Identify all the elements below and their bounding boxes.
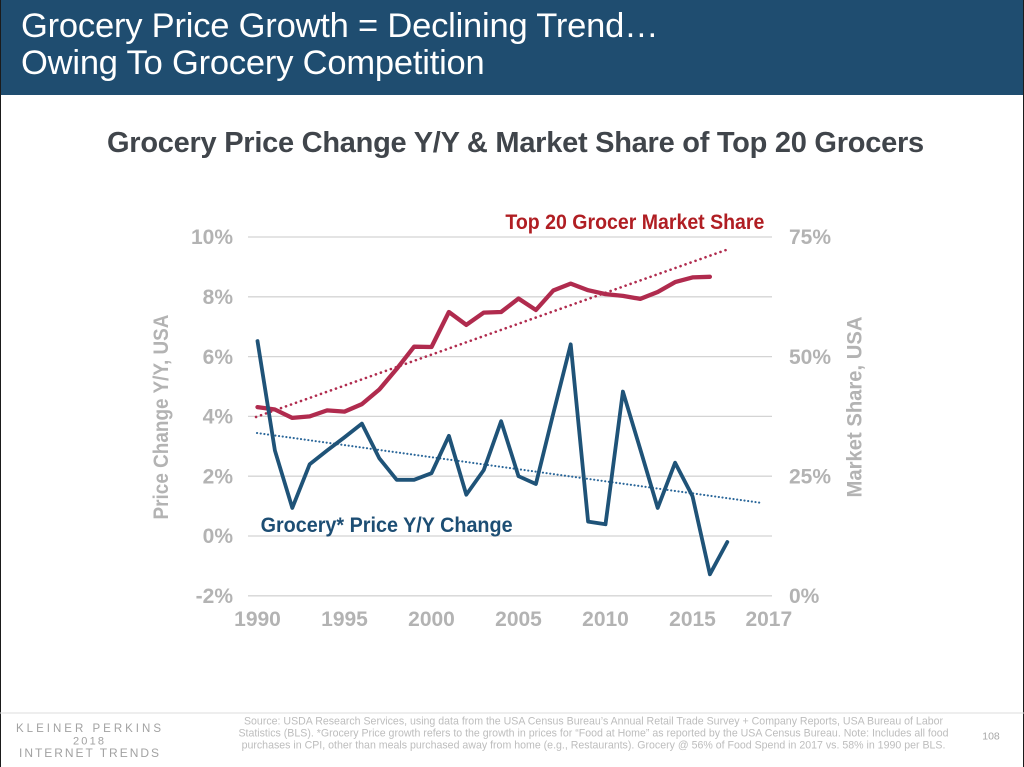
svg-text:0%: 0% (789, 585, 820, 608)
svg-text:Top 20 Grocer Market Share: Top 20 Grocer Market Share (505, 211, 764, 234)
svg-text:8%: 8% (203, 286, 234, 309)
svg-text:2005: 2005 (495, 608, 542, 631)
svg-text:KLEINER PERKINS: KLEINER PERKINS (16, 723, 161, 735)
svg-text:Statistics (BLS). *Grocery Pr: Statistics (BLS). *Grocery Price growth … (238, 728, 948, 740)
svg-text:75%: 75% (789, 226, 831, 249)
svg-text:purchases in CPI, other than m: purchases in CPI, other than meals purch… (242, 740, 946, 752)
svg-text:50%: 50% (789, 346, 831, 369)
svg-text:2%: 2% (203, 465, 234, 488)
svg-text:2015: 2015 (669, 608, 716, 631)
svg-text:6%: 6% (203, 346, 234, 369)
svg-text:1990: 1990 (234, 608, 281, 631)
svg-text:Grocery* Price Y/Y Change: Grocery* Price Y/Y Change (261, 514, 513, 537)
svg-text:0%: 0% (203, 525, 234, 548)
svg-text:2000: 2000 (408, 608, 455, 631)
svg-text:-2%: -2% (196, 585, 234, 608)
svg-text:25%: 25% (789, 465, 831, 488)
svg-text:4%: 4% (203, 406, 234, 429)
svg-text:Source: USDA Research Services: Source: USDA Research Services, using da… (244, 716, 944, 728)
svg-text:10%: 10% (191, 226, 233, 249)
svg-text:INTERNET TRENDS: INTERNET TRENDS (19, 746, 159, 760)
svg-text:Price Change Y/Y, USA: Price Change Y/Y, USA (150, 315, 173, 520)
svg-text:Market Share, USA: Market Share, USA (844, 317, 867, 498)
svg-text:2010: 2010 (582, 608, 629, 631)
svg-text:108: 108 (982, 731, 1000, 743)
svg-text:1995: 1995 (321, 608, 368, 631)
svg-text:2017: 2017 (745, 608, 792, 631)
